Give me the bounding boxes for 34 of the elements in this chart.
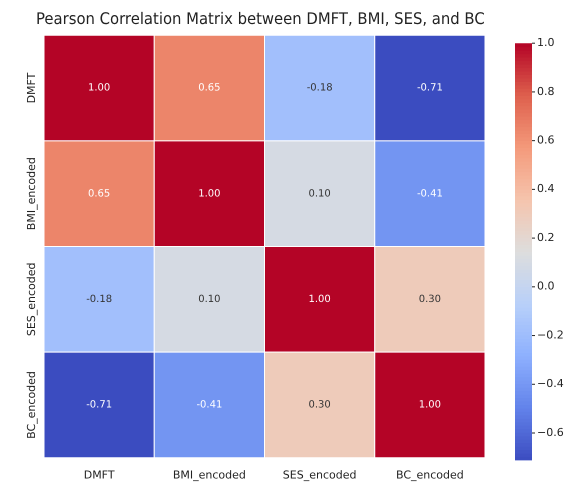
data-label: -0.41 (416, 188, 443, 200)
y-tick-label: SES_encoded (24, 262, 38, 336)
x-tick-label: BMI_encoded (172, 468, 246, 482)
color-bar-label: 0.4 (537, 182, 554, 196)
data-label: -0.18 (86, 294, 112, 305)
data-label: 1.00 (418, 400, 442, 411)
x-tick-label: SES_encoded (282, 468, 356, 482)
data-label: 1.00 (198, 188, 221, 200)
color-bar-label: −0.2 (537, 328, 564, 342)
color-bar-label: 0.2 (537, 230, 554, 244)
data-label: -0.18 (306, 82, 333, 94)
color-bar-label: 0.6 (537, 134, 554, 147)
y-tick-label: DMFT (24, 72, 38, 104)
y-tick-label: BC_encoded (24, 371, 38, 439)
color-bar-label: −0.4 (537, 377, 564, 390)
data-label: 0.10 (198, 294, 221, 305)
color-bar-label: 0.8 (537, 84, 554, 98)
color-bar-label: 0.0 (537, 280, 554, 293)
y-tick-label: BMI_encoded (24, 157, 38, 230)
data-label: 0.10 (308, 188, 331, 200)
data-label: 0.30 (418, 294, 442, 305)
x-tick-label: BC_encoded (396, 468, 464, 482)
data-label: 1.00 (88, 82, 110, 94)
color-bar-label: −0.6 (537, 426, 564, 439)
x-tick-label: DMFT (84, 468, 115, 482)
data-label: -0.71 (86, 400, 112, 411)
data-label: 1.00 (308, 294, 331, 305)
data-label: 0.65 (88, 188, 110, 200)
chart-title: Pearson Correlation Matrix between DMFT, BMI, SES, and BC (36, 9, 485, 28)
data-label: 0.30 (308, 400, 331, 411)
data-label: -0.41 (196, 400, 222, 411)
color-bar-label: 1.0 (537, 36, 554, 50)
data-label: 0.65 (198, 82, 221, 94)
data-label: -0.71 (416, 82, 443, 94)
